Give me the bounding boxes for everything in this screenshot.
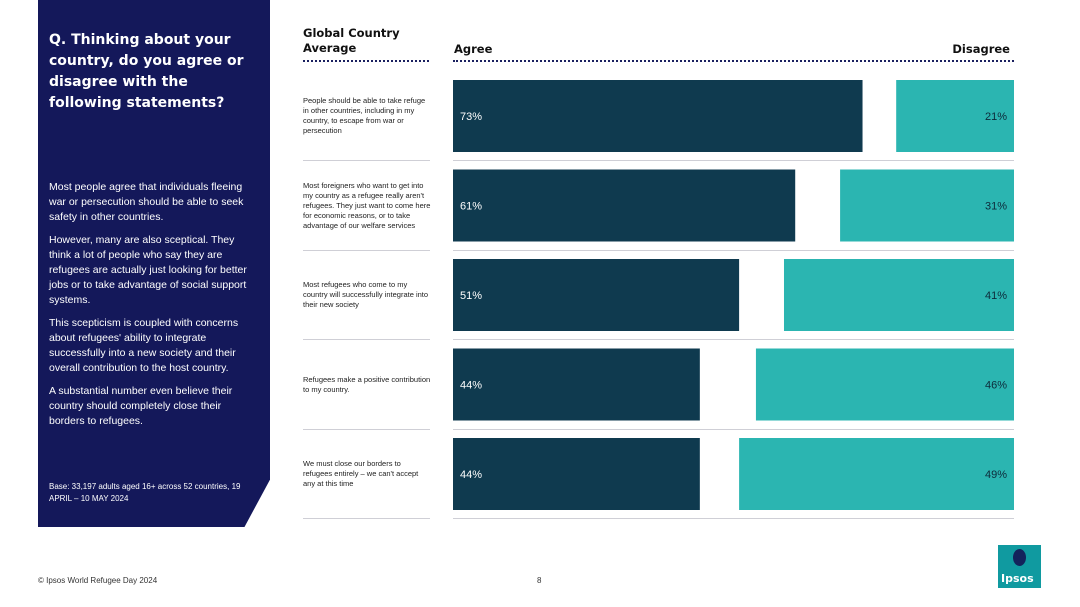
disagree-bar (896, 80, 1014, 152)
panel-paragraph: However, many are also sceptical. They t… (49, 234, 247, 306)
disagree-bar (783, 259, 1014, 331)
row-divider (453, 428, 1014, 430)
row-divider (303, 518, 430, 519)
column-header-statement: Global Country Average (303, 26, 400, 55)
panel-paragraph: A substantial number even believe their … (49, 385, 233, 427)
question-panel: Q. Thinking about your country, do you a… (38, 0, 270, 527)
header-divider (453, 60, 1014, 62)
agree-value-label: 51% (460, 290, 482, 302)
agree-bar (453, 438, 700, 510)
question-title: Q. Thinking about your country, do you a… (49, 32, 244, 111)
logo-text: Ipsos (1001, 572, 1034, 585)
page-number: 8 (537, 576, 542, 585)
base-note: Base: 33,197 adults aged 16+ across 52 c… (49, 482, 241, 503)
row-divider (453, 249, 1014, 251)
ipsos-logo: Ipsos (998, 545, 1041, 588)
agree-bar (453, 259, 740, 331)
header-divider (303, 60, 429, 62)
row-divider (453, 160, 1014, 161)
panel-body: Most people agree that individuals fleei… (49, 180, 257, 437)
agree-value-label: 61% (460, 201, 482, 213)
row-divider (303, 428, 430, 430)
agree-value-label: 44% (460, 380, 482, 392)
footer-copyright: © Ipsos World Refugee Day 2024 (38, 576, 158, 585)
agree-bar (453, 348, 700, 421)
disagree-value-label: 49% (985, 469, 1007, 481)
agree-bar (453, 80, 863, 152)
statement-label: We must close our borders to refugees en… (303, 459, 419, 488)
row-divider (303, 249, 430, 251)
row-divider (453, 518, 1014, 519)
statement-label: Refugees make a positive contribution to… (303, 374, 431, 394)
logo-mark-icon (1013, 549, 1026, 566)
row-divider (453, 339, 1014, 340)
disagree-value-label: 41% (985, 290, 1007, 302)
agree-bar (453, 169, 796, 242)
panel-paragraph: Most people agree that individuals fleei… (49, 181, 244, 223)
disagree-bar (755, 348, 1014, 421)
row-divider (303, 160, 430, 161)
agree-value-label: 73% (460, 111, 482, 123)
column-header-agree: Agree (454, 42, 493, 56)
disagree-value-label: 21% (985, 111, 1007, 123)
statement-label: Most refugees who come to my country wil… (303, 280, 429, 309)
statement-label: People should be able to take refuge in … (303, 96, 426, 135)
statement-label: Most foreigners who want to get into my … (303, 180, 431, 230)
disagree-value-label: 31% (985, 201, 1007, 213)
disagree-bar (840, 169, 1014, 242)
row-divider (303, 339, 430, 340)
column-header-disagree: Disagree (952, 42, 1010, 56)
disagree-value-label: 46% (985, 380, 1007, 392)
disagree-bar (739, 438, 1014, 510)
panel-paragraph: This scepticism is coupled with concerns… (49, 317, 239, 374)
agree-value-label: 44% (460, 469, 482, 481)
